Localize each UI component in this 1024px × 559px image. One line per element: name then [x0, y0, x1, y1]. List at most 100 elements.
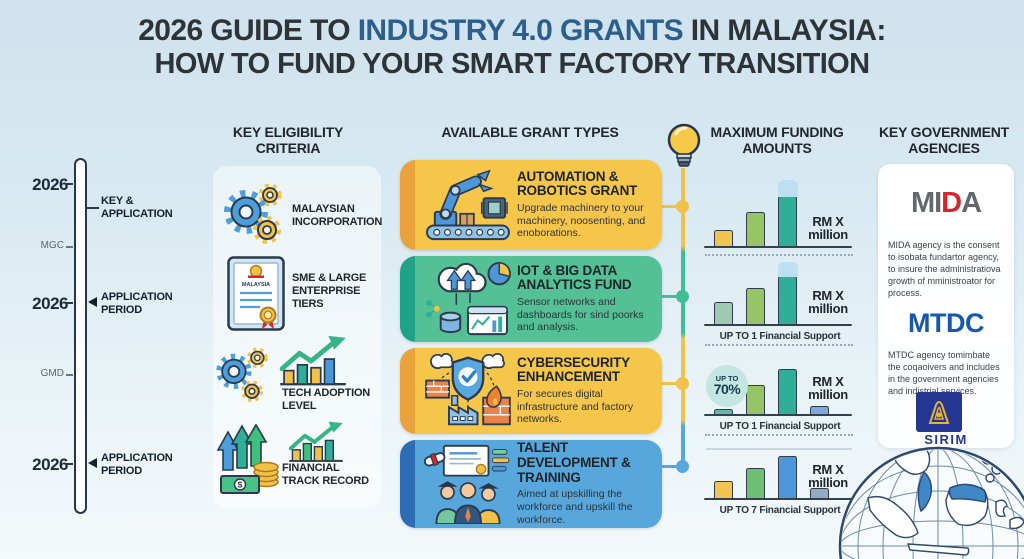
chart-axis [704, 414, 852, 416]
bar-group [714, 180, 798, 246]
grant-card-cybersecurity: CYBERSECURITY ENHANCEMENT For secures di… [400, 348, 662, 434]
percentage-badge: UP TO 70% [706, 365, 748, 407]
card-accent-strip [400, 160, 415, 250]
mida-logo: MIDA [886, 174, 1006, 232]
eligibility-item-label: TECH ADOPTION LEVEL [282, 387, 371, 413]
grant-card-iot: IOT & BIG DATA ANALYTICS FUND Sensor net… [400, 256, 662, 342]
grant-title: CYBERSECURITY ENHANCEMENT [517, 354, 630, 385]
growth-chart-icon [288, 421, 343, 462]
eligibility-header: KEY ELIGIBILITY CRITERIA [232, 124, 344, 157]
card-accent-strip [400, 440, 415, 528]
funding-amount: RM X million [808, 213, 848, 243]
page-title: 2026 GUIDE TO INDUSTRY 4.0 GRANTS IN MAL… [0, 14, 1024, 81]
faint-line [706, 448, 852, 450]
agencies-panel: MIDA MIDA agency is the consent to isoba… [878, 164, 1014, 448]
connector-node [676, 290, 689, 303]
card-accent-strip [400, 256, 415, 342]
eligibility-item-label: SME & LARGE ENTERPRISE TIERS [292, 272, 367, 311]
mtdc-description: MTDC agency tomimbate the coqaoivers and… [888, 350, 1000, 396]
grant-desc: For secures digital infrastructure and f… [517, 387, 634, 426]
timeline-tick [65, 183, 73, 185]
funding-chart-1: RM X million [704, 168, 856, 252]
grant-desc: Upgrade machinery to your machinery, noo… [517, 201, 646, 240]
timeline-year: 2026 [32, 455, 68, 474]
connector-node [676, 460, 689, 473]
svg-text:$: $ [238, 480, 243, 490]
timeline-bar [74, 158, 87, 514]
graduates-icon [423, 444, 510, 524]
card-accent-strip [400, 348, 415, 434]
timeline-arrow-icon [88, 297, 97, 307]
connector-stub [660, 381, 682, 385]
chart-axis [704, 498, 852, 500]
grant-title: TALENT DEVELOPMENT & TRAINING [517, 440, 631, 485]
timeline-minor-tick [66, 374, 73, 376]
sirim-emblem-icon [928, 401, 950, 424]
connector-line [681, 168, 685, 468]
timeline-tick [65, 463, 73, 465]
grant-title: AUTOMATION & ROBOTICS GRANT [517, 168, 638, 199]
cybersecurity-icon [425, 353, 511, 426]
funding-amount: RM X million [808, 461, 848, 491]
robot-arm-icon [426, 169, 510, 241]
funding-chart-3: UP TO 70% RM X million UP TO 1 Financial… [704, 352, 856, 432]
certificate-icon: MALAYSIA [227, 256, 285, 331]
timeline-label: KEY & APPLICATION [101, 195, 173, 220]
connector-stub [660, 294, 682, 298]
growth-chart-icon [279, 335, 346, 386]
timeline-minor-tick-label: MGC [40, 240, 64, 251]
agencies-header: KEY GOVERNMENT AGENCIES [879, 124, 1009, 157]
connector-stub [660, 204, 682, 208]
funding-chart-4: RM X million UP TO 7 Financial Support [704, 438, 856, 516]
timeline-tick [65, 302, 73, 304]
bar-group [714, 456, 829, 498]
connector-stub [660, 464, 682, 468]
grant-desc: Aimed at upskilling the workforce and up… [517, 488, 633, 526]
connector-node [676, 200, 689, 213]
lightbulb-icon [667, 123, 701, 167]
grant-desc: Sensor networks and dashboards for sind … [517, 295, 644, 334]
timeline-label: APPLICATION PERIOD [101, 452, 173, 477]
iot-cloud-icon [426, 261, 511, 336]
dotted-separator [705, 254, 853, 256]
grants-header: AVAILABLE GRANT TYPES [441, 124, 619, 140]
funding-caption: UP TO 7 Financial Support [719, 505, 841, 516]
bar-group [714, 262, 798, 324]
bar-group [714, 369, 829, 414]
mtdc-logo: MTDC [886, 300, 1006, 346]
timeline-branch-line [86, 207, 99, 209]
title-line-1: 2026 GUIDE TO INDUSTRY 4.0 GRANTS IN MAL… [138, 14, 886, 47]
chart-axis [704, 324, 852, 326]
sirim-logo [916, 392, 962, 432]
sirim-label: SIRIM [924, 432, 968, 447]
eligibility-item-label: FINANCIAL TRACK RECORD [282, 462, 369, 488]
timeline-year: 2026 [32, 175, 68, 194]
funding-caption: UP TO 1 Financial Support [719, 331, 841, 342]
grant-title: IOT & BIG DATA ANALYTICS FUND [517, 262, 632, 293]
chart-axis [704, 246, 852, 248]
gears-icon [224, 183, 282, 244]
globe-icon [838, 446, 1024, 559]
dotted-separator [705, 434, 853, 436]
title-highlight: INDUSTRY 4.0 GRANTS [357, 14, 684, 47]
funding-amount: RM X million [808, 287, 848, 317]
timeline-arrow-icon [88, 458, 97, 468]
grant-card-automation: AUTOMATION & ROBOTICS GRANT Upgrade mach… [400, 160, 662, 250]
mida-description: MIDA agency is the consent to isobata fu… [888, 240, 1001, 298]
funding-header: MAXIMUM FUNDING AMOUNTS [710, 124, 844, 157]
timeline-year: 2026 [32, 294, 68, 313]
grant-card-talent: TALENT DEVELOPMENT & TRAINING Aimed at u… [400, 440, 662, 528]
eligibility-item-label: MALAYSIAN INCORPORATION [292, 203, 383, 229]
timeline-minor-tick [66, 246, 73, 248]
funding-chart-2: RM X million UP TO 1 Financial Support [704, 258, 856, 342]
funding-caption: UP TO 1 Financial Support [719, 421, 841, 432]
svg-text:MALAYSIA: MALAYSIA [242, 282, 270, 288]
timeline-label: APPLICATION PERIOD [101, 291, 173, 316]
title-line-2: HOW TO FUND YOUR SMART FACTORY TRANSITIO… [154, 48, 871, 81]
timeline-minor-tick-label: GMD [40, 368, 64, 379]
money-growth-icon: $ [216, 424, 279, 494]
dotted-separator [705, 344, 853, 346]
connector-node [676, 377, 689, 390]
gears-icon [216, 347, 268, 403]
